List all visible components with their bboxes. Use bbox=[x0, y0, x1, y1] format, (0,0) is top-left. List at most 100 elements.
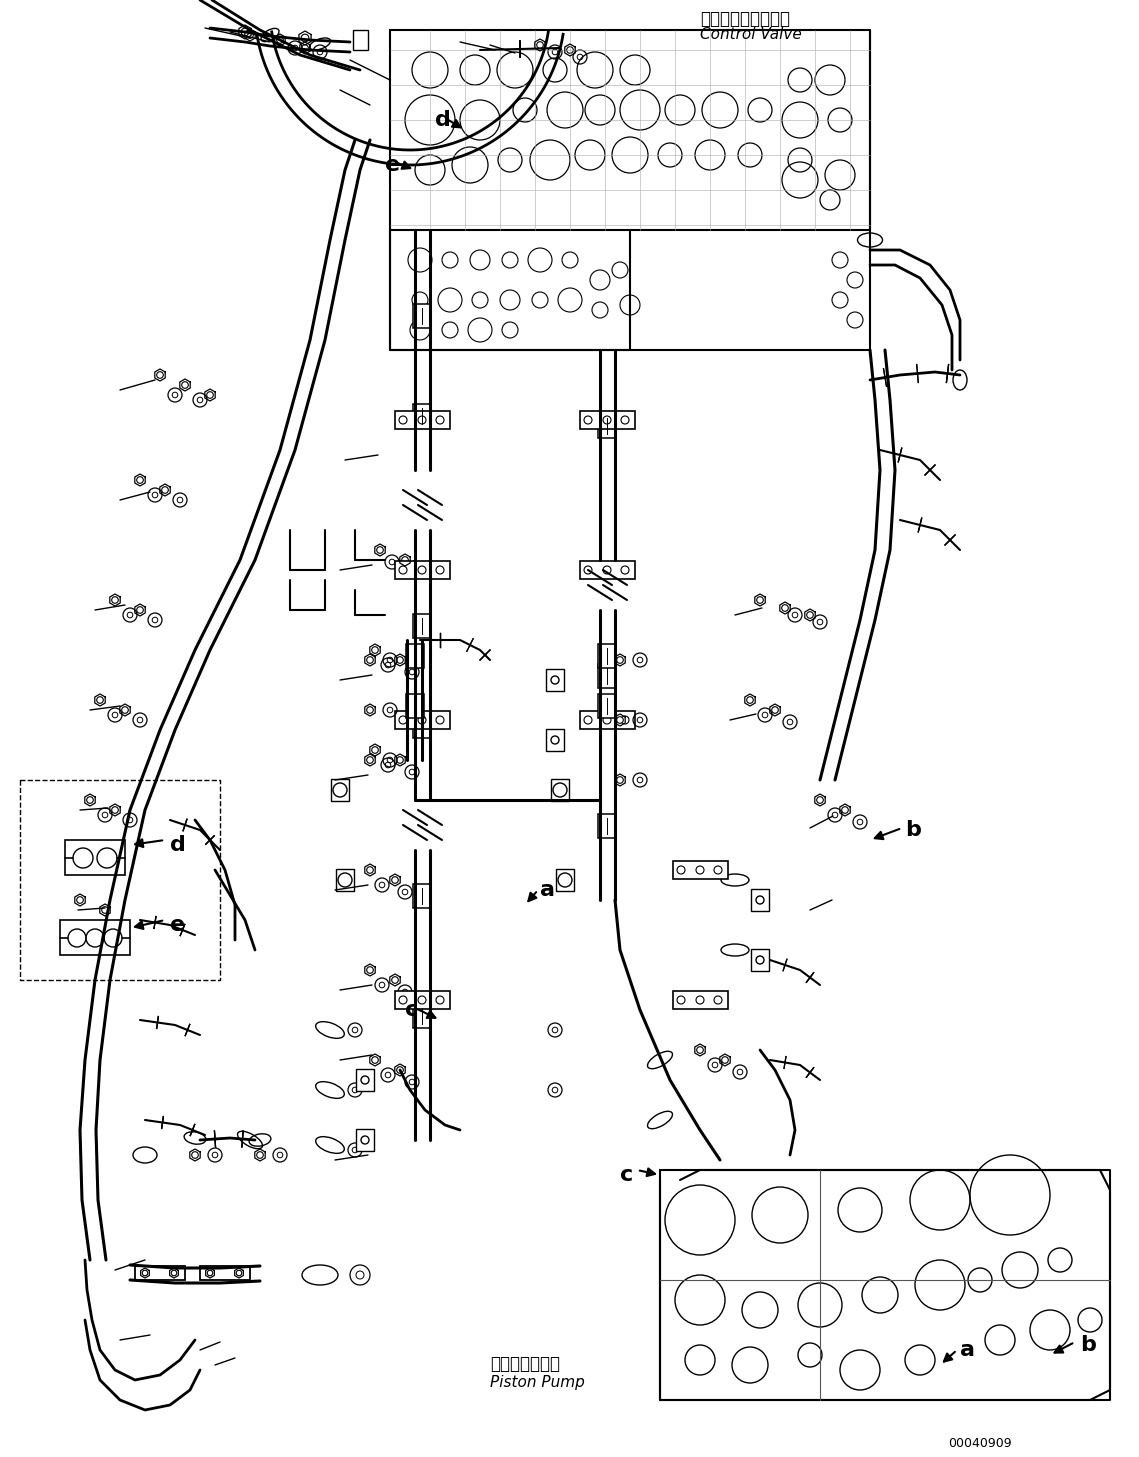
Circle shape bbox=[584, 565, 592, 574]
Bar bbox=[580, 561, 636, 578]
Circle shape bbox=[396, 657, 403, 663]
Circle shape bbox=[241, 28, 248, 36]
Circle shape bbox=[162, 487, 169, 494]
Circle shape bbox=[621, 565, 629, 574]
Circle shape bbox=[603, 417, 611, 424]
Circle shape bbox=[418, 715, 426, 724]
Text: e: e bbox=[385, 154, 400, 175]
Bar bbox=[136, 1266, 185, 1281]
Circle shape bbox=[817, 797, 823, 803]
Circle shape bbox=[621, 417, 629, 424]
Circle shape bbox=[377, 546, 384, 554]
Circle shape bbox=[722, 1056, 728, 1064]
Bar bbox=[405, 644, 424, 667]
Circle shape bbox=[697, 1046, 703, 1053]
Circle shape bbox=[137, 476, 144, 484]
Circle shape bbox=[367, 707, 374, 714]
Circle shape bbox=[536, 42, 543, 48]
Bar bbox=[598, 814, 616, 838]
Circle shape bbox=[399, 715, 407, 724]
Circle shape bbox=[206, 392, 213, 398]
Circle shape bbox=[756, 597, 763, 603]
Circle shape bbox=[567, 47, 573, 54]
Bar bbox=[673, 861, 728, 879]
Bar bbox=[598, 644, 616, 667]
Bar bbox=[546, 728, 564, 750]
Bar bbox=[598, 414, 616, 439]
Bar bbox=[357, 1069, 374, 1091]
Bar bbox=[200, 1266, 249, 1281]
Text: c: c bbox=[620, 1166, 633, 1185]
Bar bbox=[395, 711, 450, 728]
Circle shape bbox=[584, 417, 592, 424]
Bar bbox=[336, 868, 354, 892]
Circle shape bbox=[367, 657, 374, 663]
Bar bbox=[413, 613, 431, 638]
Circle shape bbox=[616, 657, 623, 663]
Bar bbox=[60, 919, 130, 954]
Circle shape bbox=[367, 966, 374, 973]
Circle shape bbox=[436, 997, 444, 1004]
Circle shape bbox=[367, 867, 374, 873]
Bar bbox=[546, 669, 564, 691]
Bar bbox=[413, 404, 431, 428]
Circle shape bbox=[418, 417, 426, 424]
Circle shape bbox=[122, 707, 129, 714]
Circle shape bbox=[399, 417, 407, 424]
Circle shape bbox=[772, 707, 778, 714]
Circle shape bbox=[616, 777, 623, 784]
Circle shape bbox=[399, 565, 407, 574]
Bar bbox=[580, 711, 636, 728]
Circle shape bbox=[112, 807, 118, 813]
Circle shape bbox=[157, 372, 163, 379]
Bar bbox=[598, 694, 616, 718]
Circle shape bbox=[101, 906, 108, 914]
Text: 00040909: 00040909 bbox=[948, 1437, 1011, 1450]
Circle shape bbox=[396, 1067, 403, 1074]
Circle shape bbox=[436, 565, 444, 574]
Bar bbox=[395, 991, 450, 1010]
Bar bbox=[331, 779, 349, 801]
Circle shape bbox=[371, 746, 378, 753]
Circle shape bbox=[616, 717, 623, 723]
Circle shape bbox=[236, 1271, 241, 1276]
Bar bbox=[413, 1004, 431, 1029]
Circle shape bbox=[621, 715, 629, 724]
Circle shape bbox=[137, 606, 144, 613]
Text: e: e bbox=[170, 915, 186, 935]
Text: Control Valve: Control Valve bbox=[700, 28, 802, 42]
Circle shape bbox=[399, 997, 407, 1004]
Circle shape bbox=[392, 976, 399, 983]
Circle shape bbox=[806, 612, 813, 618]
Circle shape bbox=[392, 877, 399, 883]
Circle shape bbox=[677, 997, 685, 1004]
Text: a: a bbox=[960, 1340, 975, 1359]
Bar bbox=[556, 868, 574, 892]
Circle shape bbox=[418, 997, 426, 1004]
Bar bbox=[751, 889, 769, 911]
Text: d: d bbox=[170, 835, 186, 855]
Text: Piston Pump: Piston Pump bbox=[490, 1375, 584, 1390]
Circle shape bbox=[367, 756, 374, 763]
Bar bbox=[65, 841, 125, 876]
Circle shape bbox=[696, 997, 704, 1004]
Circle shape bbox=[603, 715, 611, 724]
Circle shape bbox=[277, 36, 284, 44]
Circle shape bbox=[677, 865, 685, 874]
Bar bbox=[413, 714, 431, 739]
Bar bbox=[357, 1129, 374, 1151]
Circle shape bbox=[302, 45, 309, 51]
Circle shape bbox=[714, 865, 722, 874]
Circle shape bbox=[207, 1271, 213, 1276]
Bar bbox=[395, 561, 450, 578]
Text: コントロールバルブ: コントロールバルブ bbox=[700, 10, 790, 28]
Circle shape bbox=[247, 32, 253, 38]
Circle shape bbox=[436, 715, 444, 724]
Bar bbox=[751, 949, 769, 970]
Circle shape bbox=[301, 34, 309, 42]
Bar bbox=[551, 779, 570, 801]
Circle shape bbox=[142, 1271, 148, 1276]
Text: a: a bbox=[540, 880, 555, 900]
Circle shape bbox=[603, 565, 611, 574]
Circle shape bbox=[842, 807, 849, 813]
